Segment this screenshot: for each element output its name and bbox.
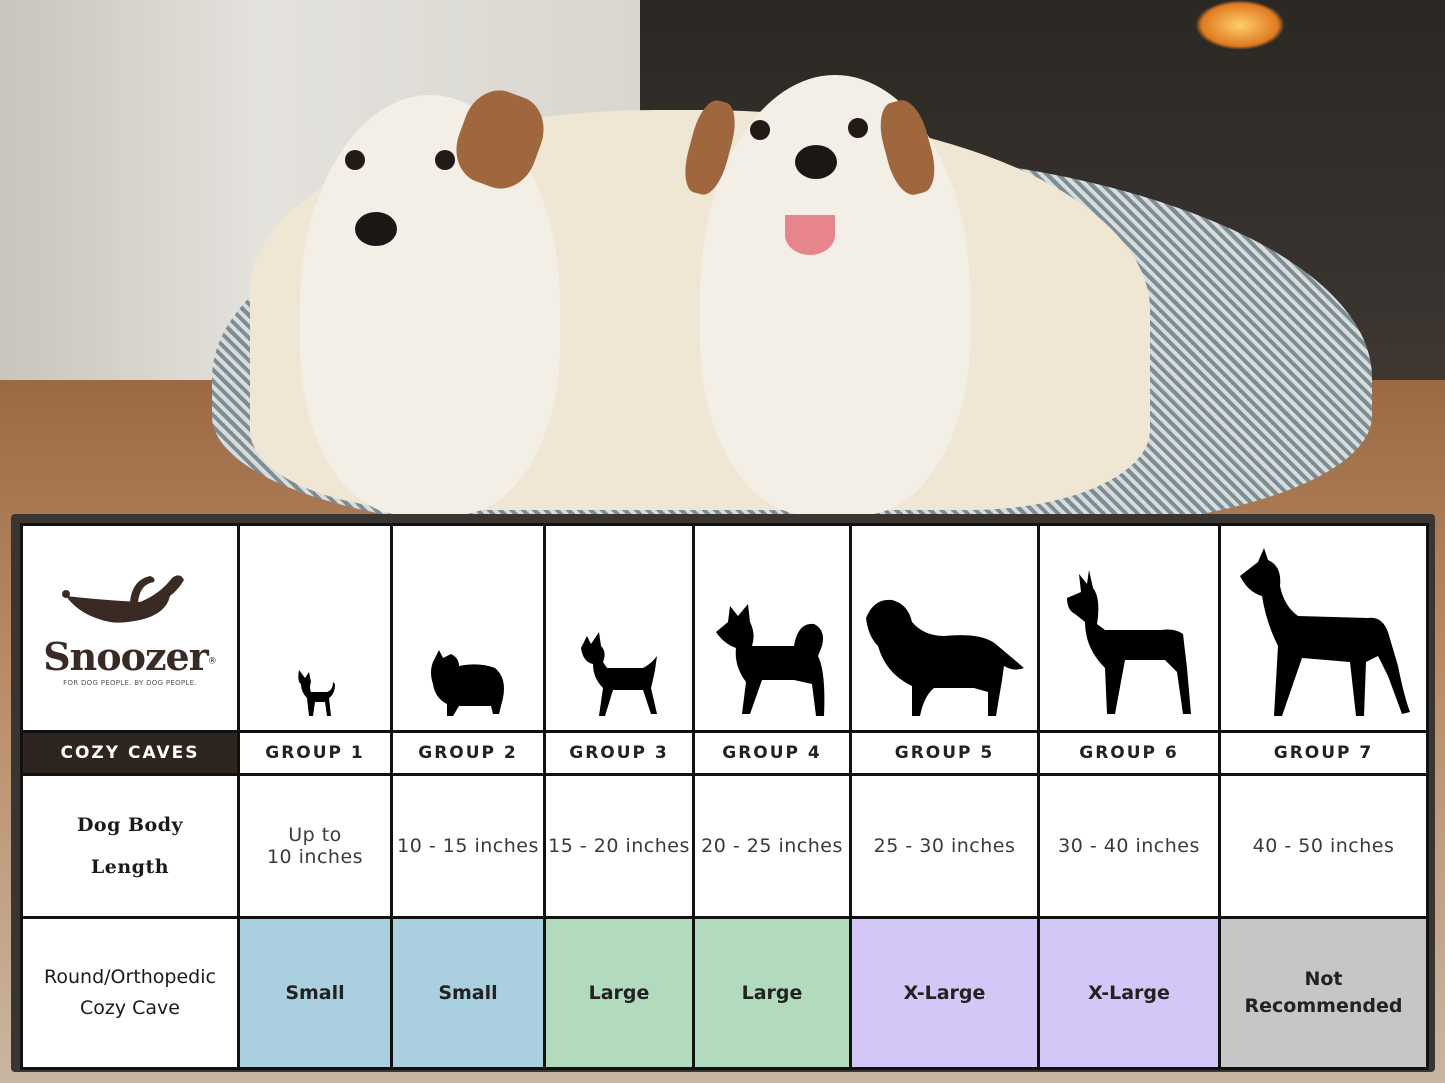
body-length-row: Dog Body Length Up to 10 inches 10 - 15 in… xyxy=(20,773,1429,919)
bed-size-row: Round/Orthopedic Cozy Cave Small Small La… xyxy=(20,916,1429,1070)
group-4-dog-cell xyxy=(692,523,852,733)
length-cell: 10 - 15 inches xyxy=(390,773,546,919)
size-cell: Small xyxy=(237,916,393,1070)
great-dane-icon xyxy=(1239,548,1410,716)
group-header: GROUP 4 xyxy=(692,730,852,776)
logo-cell: Snoozer® FOR DOG PEOPLE. BY DOG PEOPLE. xyxy=(20,523,240,733)
group-6-dog-cell xyxy=(1037,523,1221,733)
size-cell: Small xyxy=(390,916,546,1070)
snoozer-dog-logo-icon xyxy=(62,574,184,623)
dog-eye xyxy=(750,120,770,140)
group-header: GROUP 1 xyxy=(237,730,393,776)
group-header-row: COZY CAVES GROUP 1 GROUP 2 GROUP 3 GROUP… xyxy=(20,730,1429,776)
brand-name: Snoozer xyxy=(43,633,209,679)
group-header: GROUP 7 xyxy=(1218,730,1429,776)
group-5-dog-cell xyxy=(849,523,1040,733)
fire xyxy=(1195,0,1285,50)
size-cell: Large xyxy=(692,916,852,1070)
length-cell: 25 - 30 inches xyxy=(849,773,1040,919)
group-header: GROUP 5 xyxy=(849,730,1040,776)
group-2-dog-cell xyxy=(390,523,546,733)
registered-mark: ® xyxy=(207,656,217,667)
chihuahua-icon xyxy=(298,670,335,716)
pomeranian-icon xyxy=(431,650,504,716)
golden-retriever-icon xyxy=(865,599,1024,716)
icon-row: Snoozer® FOR DOG PEOPLE. BY DOG PEOPLE. xyxy=(20,523,1429,733)
size-chart-table: Snoozer® FOR DOG PEOPLE. BY DOG PEOPLE. … xyxy=(20,523,1429,1070)
length-cell: 15 - 20 inches xyxy=(543,773,695,919)
dog-nose xyxy=(795,145,837,179)
group-3-dog-cell xyxy=(543,523,695,733)
group-1-dog-cell xyxy=(237,523,393,733)
product-header: COZY CAVES xyxy=(20,730,240,776)
group-header: GROUP 6 xyxy=(1037,730,1221,776)
group-7-dog-cell xyxy=(1218,523,1429,733)
brand-tagline: FOR DOG PEOPLE. BY DOG PEOPLE. xyxy=(63,678,197,687)
length-cell: Up to 10 inches xyxy=(237,773,393,919)
dog-right xyxy=(700,75,970,515)
size-cell: X-Large xyxy=(849,916,1040,1070)
size-cell-not-recommended: Not Recommended xyxy=(1218,916,1429,1070)
length-cell: 20 - 25 inches xyxy=(692,773,852,919)
dog-tongue xyxy=(785,215,835,255)
dog-eye xyxy=(345,150,365,170)
group-header: GROUP 3 xyxy=(543,730,695,776)
length-cell: 40 - 50 inches xyxy=(1218,773,1429,919)
dog-nose xyxy=(355,212,397,246)
dog-eye xyxy=(848,118,868,138)
dog-eye xyxy=(435,150,455,170)
shiba-icon xyxy=(716,604,825,716)
body-length-label: Dog Body Length xyxy=(20,773,240,919)
group-header: GROUP 2 xyxy=(390,730,546,776)
size-cell: Large xyxy=(543,916,695,1070)
bed-type-label: Round/Orthopedic Cozy Cave xyxy=(20,916,240,1070)
length-cell: 30 - 40 inches xyxy=(1037,773,1221,919)
size-cell: X-Large xyxy=(1037,916,1221,1070)
boston-terrier-icon xyxy=(581,632,657,716)
doberman-icon xyxy=(1067,570,1191,714)
